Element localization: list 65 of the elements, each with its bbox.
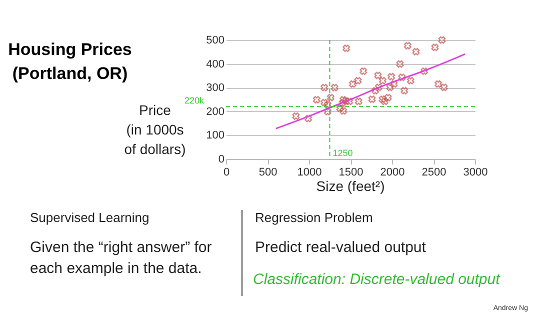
point <box>374 84 382 92</box>
point <box>400 86 408 94</box>
point <box>372 86 380 94</box>
point <box>360 67 368 75</box>
point <box>378 96 386 103</box>
point <box>338 99 346 107</box>
point <box>342 44 350 52</box>
point <box>431 44 439 52</box>
point <box>324 101 332 108</box>
x-tick-label: 1500 <box>338 166 364 178</box>
point <box>386 84 394 92</box>
point <box>420 67 428 75</box>
point <box>326 94 334 102</box>
point <box>398 74 406 82</box>
x-tick-label: 3000 <box>463 166 488 178</box>
y-tick-label: 400 <box>206 58 224 70</box>
y-tick-label: 0 <box>218 154 224 166</box>
point <box>396 60 404 68</box>
point <box>438 36 446 44</box>
point <box>378 76 386 84</box>
point <box>340 107 348 115</box>
point <box>320 84 328 92</box>
text: Given the “right answer” for each example in the data. <box>30 239 212 277</box>
point <box>312 96 320 104</box>
point <box>292 112 300 120</box>
text: Supervised Learning <box>30 210 150 225</box>
point <box>406 76 414 84</box>
point <box>368 96 376 103</box>
text: Housing Prices (Portland, OR) <box>8 40 132 83</box>
line-series <box>275 53 466 130</box>
text: Regression Problem <box>255 210 373 225</box>
point <box>354 76 362 84</box>
point <box>330 84 338 92</box>
point <box>404 42 412 50</box>
ref-line-label: 1250 <box>332 148 353 158</box>
y-tick-label: 200 <box>206 106 224 118</box>
text: Classification: Discrete-valued output <box>253 271 501 288</box>
point <box>346 98 354 106</box>
point <box>374 72 382 80</box>
point <box>340 96 348 104</box>
y-tick-label: 500 <box>206 34 224 46</box>
point <box>320 98 328 106</box>
point <box>324 108 332 116</box>
y-tick-label: 300 <box>206 82 224 94</box>
text: Predict real-valued output <box>255 239 427 256</box>
x-axis-title: Size (feet²) <box>316 178 385 194</box>
point <box>304 114 312 122</box>
x-tick-label: 1000 <box>297 166 322 178</box>
point <box>348 80 356 88</box>
x-tick-label: 500 <box>258 166 278 178</box>
point <box>342 97 350 105</box>
y-axis-title: Price (in 1000s of dollars) <box>124 102 186 158</box>
point <box>412 48 420 56</box>
point <box>440 84 448 92</box>
point <box>390 80 398 88</box>
y-tick-label: 100 <box>206 130 224 142</box>
point <box>384 94 392 102</box>
point <box>434 80 442 88</box>
point <box>380 98 388 106</box>
x-tick-label: 2500 <box>422 166 446 178</box>
point <box>336 104 344 112</box>
point <box>354 98 362 106</box>
point <box>388 72 396 80</box>
ref-line-label: 220k <box>184 96 204 106</box>
x-tick-label: 2000 <box>380 166 405 178</box>
